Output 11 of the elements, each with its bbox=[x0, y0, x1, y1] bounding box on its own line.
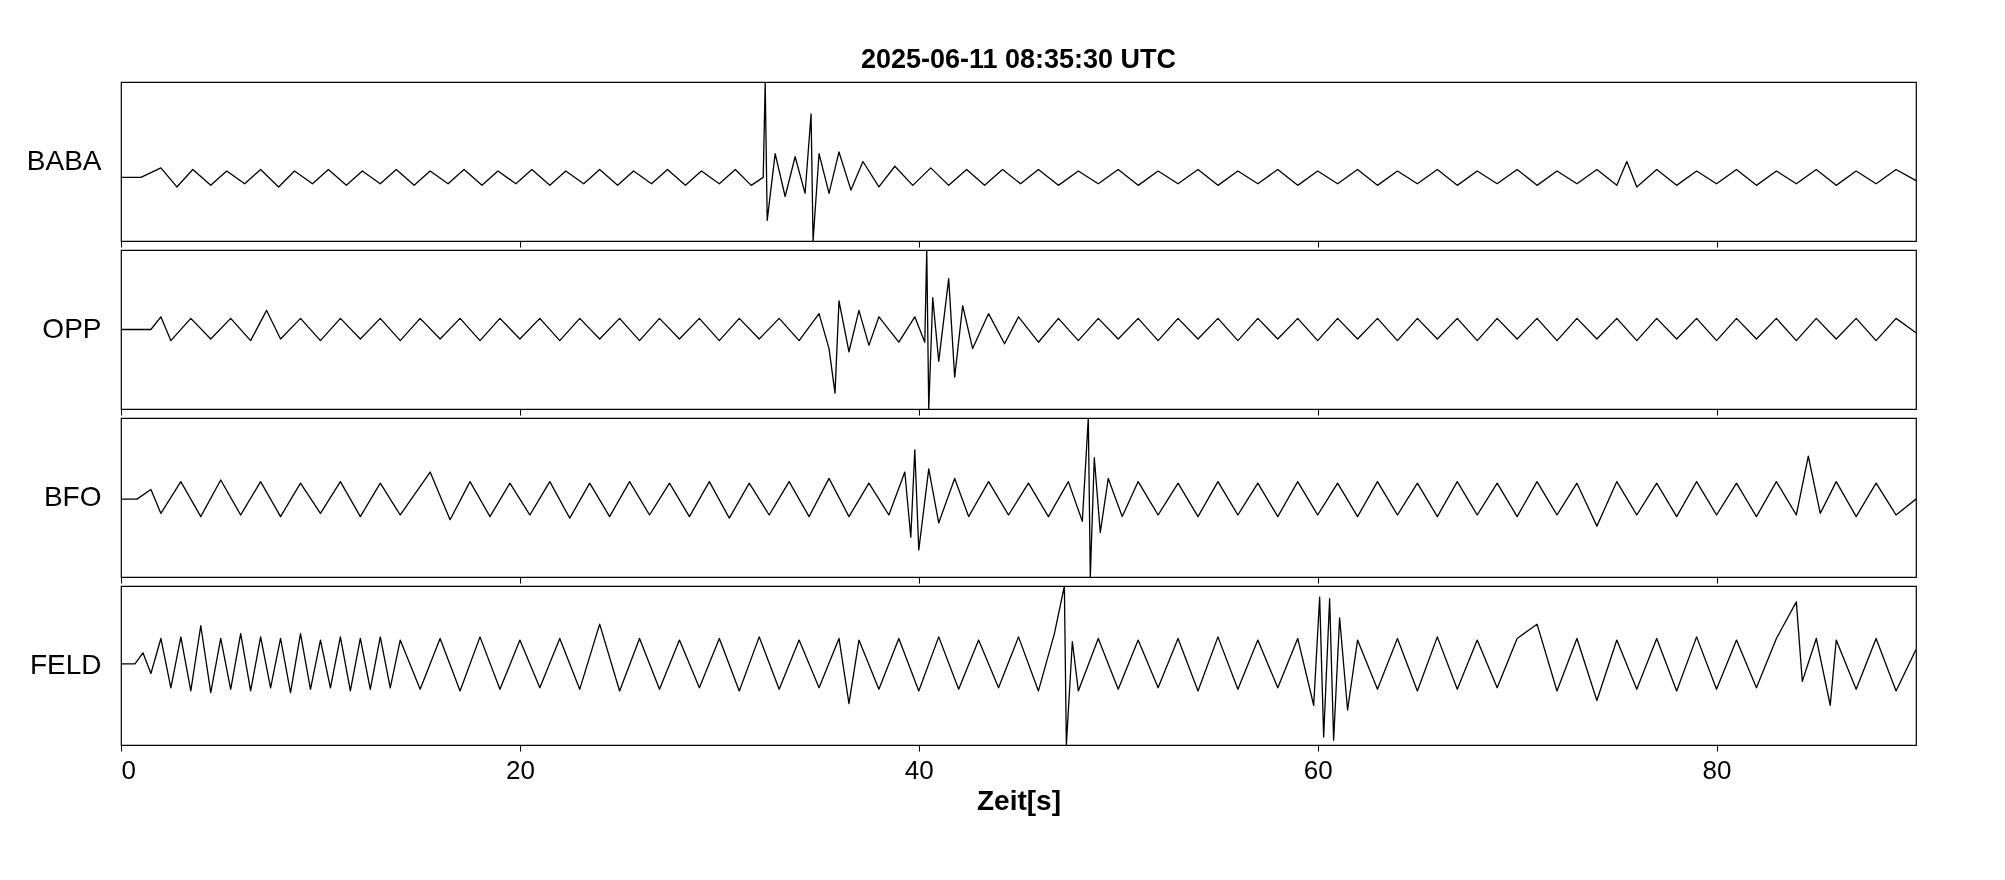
y-axis-title: FELD bbox=[29, 649, 102, 680]
y-axis-title: BFO bbox=[43, 481, 102, 512]
x-axis-title: Zeit[s] bbox=[977, 784, 1061, 816]
x-tick-label: 0 bbox=[121, 754, 136, 785]
x-tick-label: 20 bbox=[505, 754, 535, 785]
x-tick-label: 80 bbox=[1702, 754, 1732, 785]
x-tick-label: 60 bbox=[1303, 754, 1333, 785]
y-axis-title: OPP bbox=[42, 313, 102, 344]
y-axis-title: BABA bbox=[26, 145, 102, 176]
x-tick-label: 40 bbox=[904, 754, 934, 785]
chart-title: 2025-06-11 08:35:30 UTC bbox=[860, 44, 1177, 74]
